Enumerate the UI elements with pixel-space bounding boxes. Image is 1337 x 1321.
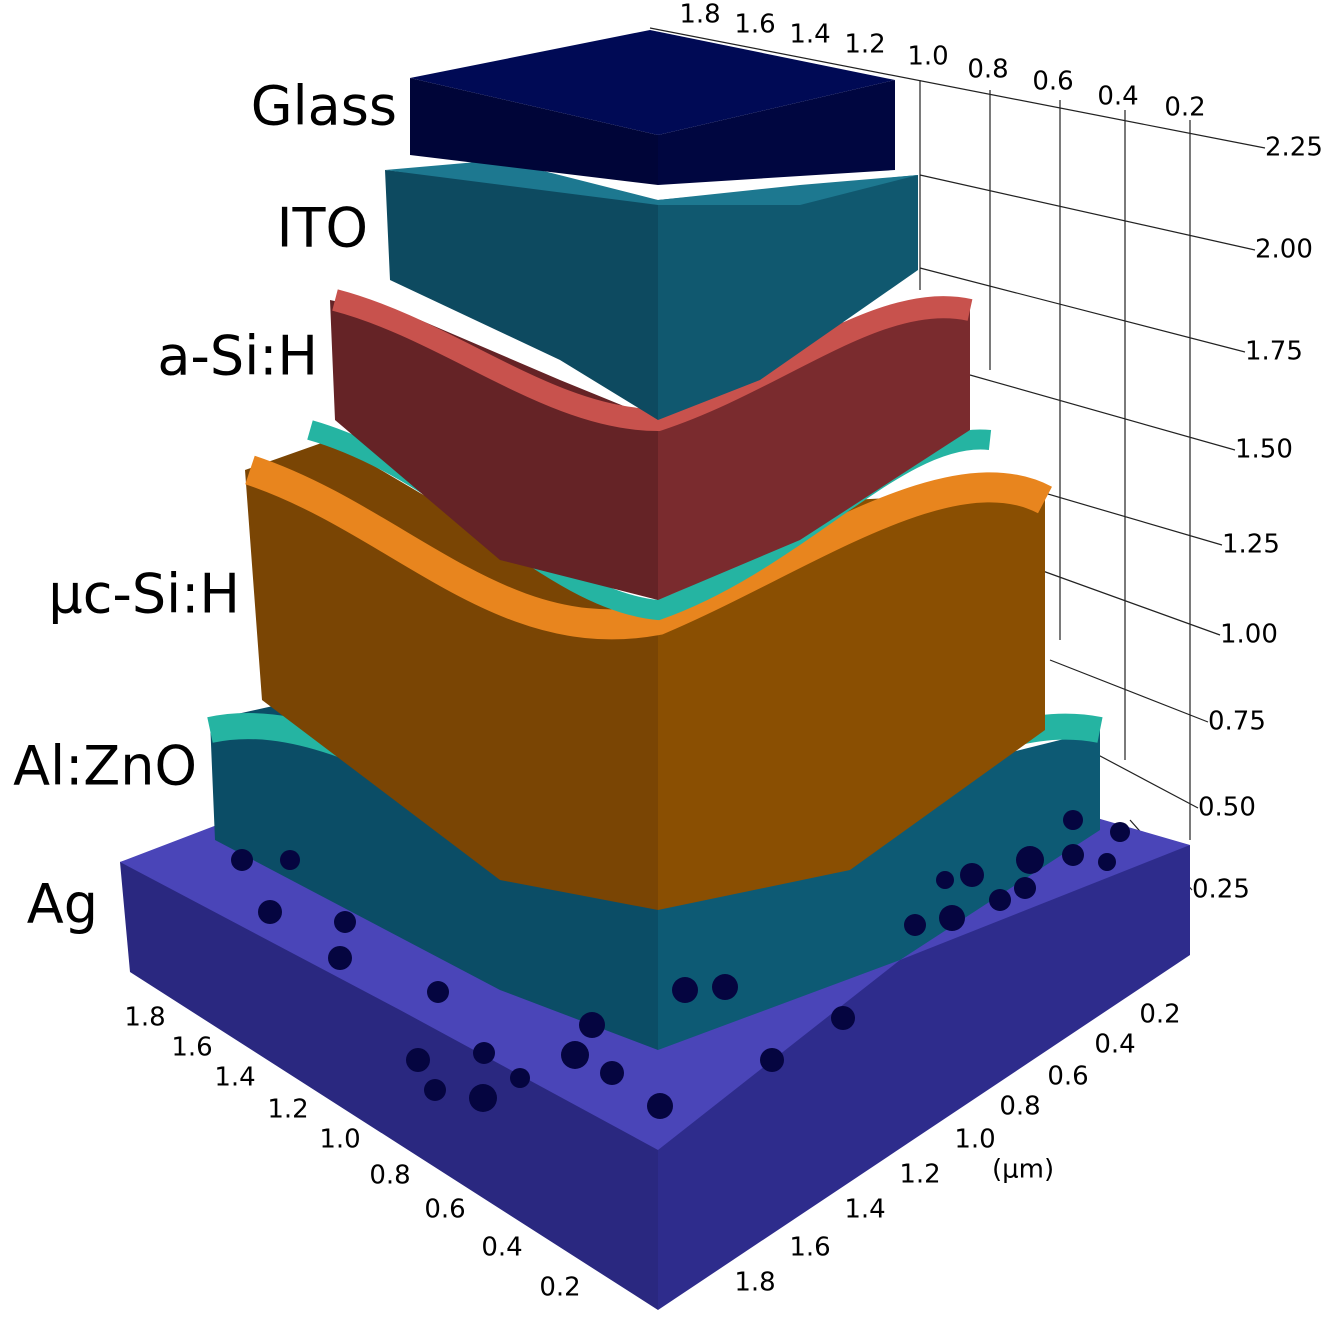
z-tick-label: 1.25 xyxy=(1222,530,1280,560)
left-tick-label: 0.8 xyxy=(369,1161,410,1191)
top-tick-label: 0.4 xyxy=(1097,82,1138,112)
left-tick-label: 1.0 xyxy=(319,1125,360,1155)
axis-grid xyxy=(649,27,1266,891)
top-tick-label: 1.2 xyxy=(844,30,885,60)
layer-label: μc-Si:H xyxy=(48,563,240,626)
right-tick-label: 0.6 xyxy=(1047,1062,1088,1092)
right-tick-label: 0.8 xyxy=(999,1092,1040,1122)
layer-label: Ag xyxy=(27,873,98,936)
z-tick-label: 0.25 xyxy=(1192,875,1250,905)
top-tick-label: 1.6 xyxy=(734,10,775,40)
glass-layer xyxy=(410,30,895,185)
top-tick-label: 1.4 xyxy=(789,20,830,50)
left-tick-label: 1.6 xyxy=(171,1033,212,1063)
left-tick-label: 1.2 xyxy=(267,1095,308,1125)
layer-label: a-Si:H xyxy=(157,325,318,388)
top-tick-label: 0.6 xyxy=(1032,67,1073,97)
right-tick-label: 1.8 xyxy=(734,1268,775,1298)
particles xyxy=(231,810,1130,1119)
layer-label: Glass xyxy=(251,75,397,138)
ito-layer xyxy=(385,160,918,420)
left-tick-label: 0.4 xyxy=(481,1233,522,1263)
axis-unit: (μm) xyxy=(992,1155,1054,1185)
right-tick-label: 1.4 xyxy=(844,1195,885,1225)
right-tick-label: 1.6 xyxy=(789,1233,830,1263)
right-tick-label: 1.0 xyxy=(954,1125,995,1155)
right-tick-label: 1.2 xyxy=(899,1160,940,1190)
top-tick-label: 0.2 xyxy=(1164,93,1205,123)
left-tick-label: 1.4 xyxy=(214,1063,255,1093)
right-tick-label: 0.2 xyxy=(1139,1000,1180,1030)
z-tick-label: 0.75 xyxy=(1208,707,1266,737)
z-tick-label: 1.00 xyxy=(1220,620,1278,650)
z-tick-label: 2.00 xyxy=(1255,235,1313,265)
z-tick-label: 0.50 xyxy=(1198,793,1256,823)
z-tick-label: 1.75 xyxy=(1245,337,1303,367)
top-tick-label: 1.0 xyxy=(907,42,948,72)
layer-label: Al:ZnO xyxy=(13,735,197,798)
left-tick-label: 0.2 xyxy=(539,1273,580,1303)
top-tick-label: 1.8 xyxy=(679,0,720,30)
z-tick-label: 1.50 xyxy=(1235,435,1293,465)
right-tick-label: 0.4 xyxy=(1094,1030,1135,1060)
left-tick-label: 1.8 xyxy=(124,1003,165,1033)
left-tick-label: 0.6 xyxy=(424,1195,465,1225)
z-tick-label: 2.25 xyxy=(1265,133,1323,163)
layer-label: ITO xyxy=(277,197,368,260)
top-tick-label: 0.8 xyxy=(967,55,1008,85)
